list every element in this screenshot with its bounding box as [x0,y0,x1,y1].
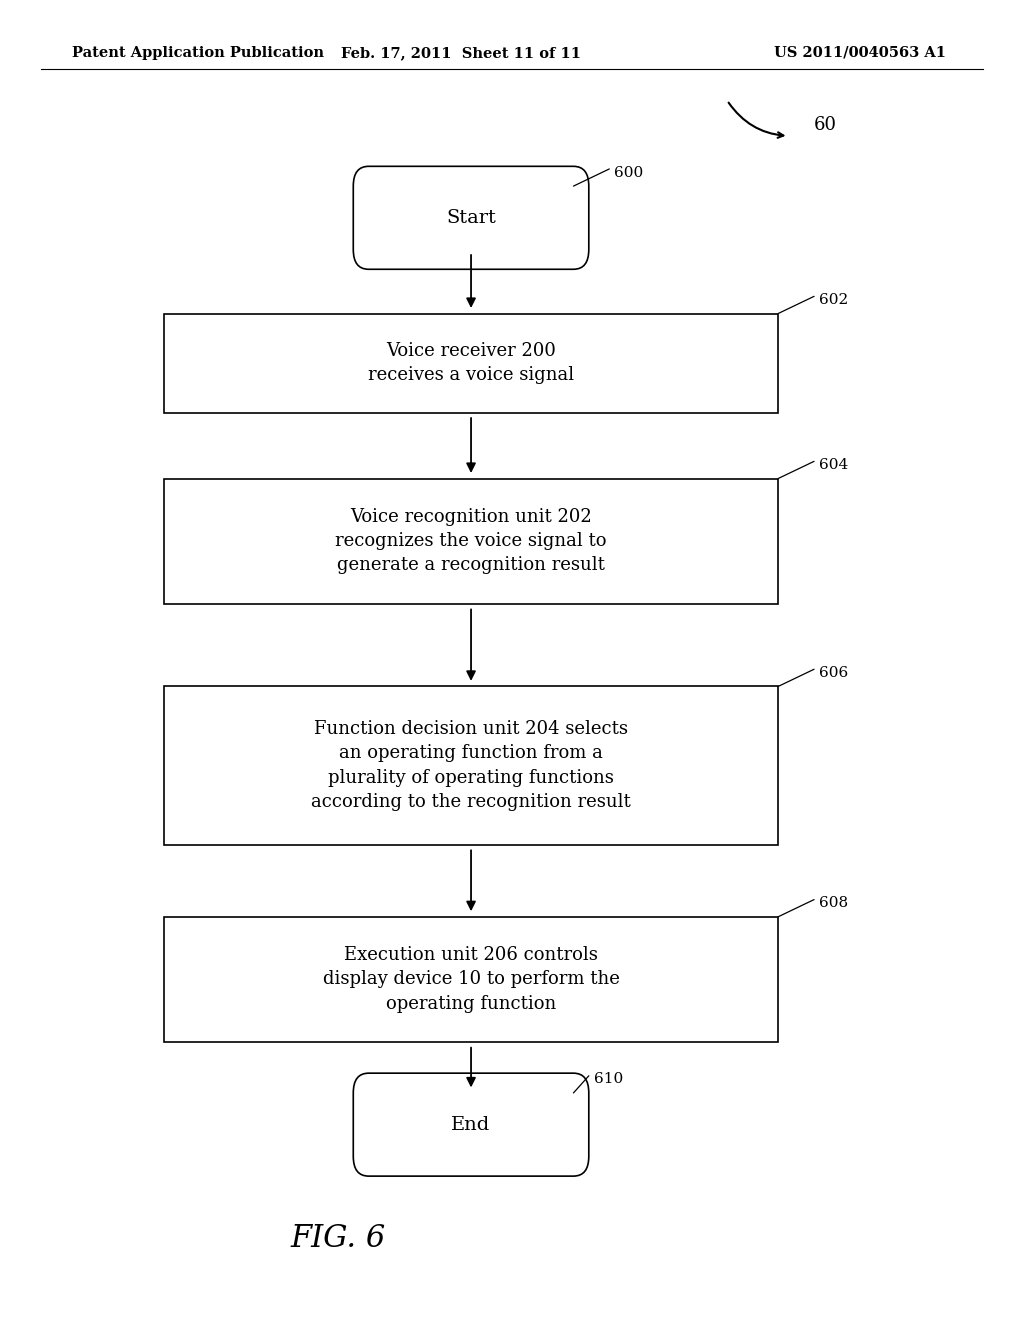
Text: FIG. 6: FIG. 6 [290,1222,386,1254]
FancyBboxPatch shape [353,1073,589,1176]
Text: Execution unit 206 controls
display device 10 to perform the
operating function: Execution unit 206 controls display devi… [323,946,620,1012]
Text: Voice receiver 200
receives a voice signal: Voice receiver 200 receives a voice sign… [368,342,574,384]
Text: Patent Application Publication: Patent Application Publication [72,46,324,59]
Text: 608: 608 [819,896,848,911]
FancyBboxPatch shape [353,166,589,269]
Text: 602: 602 [819,293,849,308]
Bar [164,479,778,605]
Text: Start: Start [446,209,496,227]
Text: Function decision unit 204 selects
an operating function from a
plurality of ope: Function decision unit 204 selects an op… [311,721,631,810]
Bar [164,314,778,412]
Text: Feb. 17, 2011  Sheet 11 of 11: Feb. 17, 2011 Sheet 11 of 11 [341,46,581,59]
Text: US 2011/0040563 A1: US 2011/0040563 A1 [774,46,946,59]
Bar [164,916,778,1043]
Text: 60: 60 [814,116,837,135]
Text: End: End [452,1115,490,1134]
Text: 604: 604 [819,458,849,473]
Text: 610: 610 [594,1072,624,1086]
Text: Voice recognition unit 202
recognizes the voice signal to
generate a recognition: Voice recognition unit 202 recognizes th… [335,508,607,574]
Text: 600: 600 [614,165,644,180]
Bar [164,686,778,845]
Text: 606: 606 [819,665,849,680]
